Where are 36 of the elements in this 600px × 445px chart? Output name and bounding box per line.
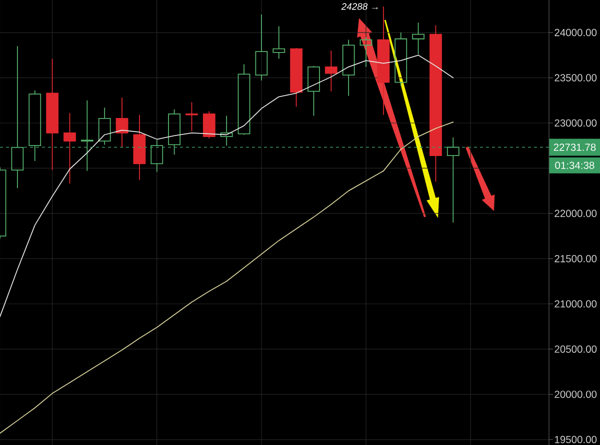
- candlestick: [168, 108, 180, 156]
- candlestick: [186, 102, 198, 132]
- candlestick: [342, 39, 355, 96]
- y-tick-label: 21000.00: [554, 300, 597, 308]
- ref-line-label: 22731.78: [554, 144, 596, 151]
- candlestick: [412, 22, 424, 55]
- candlestick: [324, 50, 338, 92]
- y-tick-label: 22000.00: [554, 210, 597, 218]
- candlestick: [360, 36, 372, 68]
- candlestick: [394, 32, 408, 86]
- candlestick: [116, 97, 128, 148]
- y-tick-label: 23000.00: [554, 119, 597, 127]
- annotation: 24288 →: [341, 3, 378, 10]
- candlestick: [133, 114, 146, 180]
- y-tick-label: 21500.00: [554, 255, 597, 262]
- candlestick: [238, 64, 250, 136]
- candlestick: [80, 100, 94, 172]
- y-tick-label: 20000.00: [554, 390, 597, 398]
- candlestick: [377, 6, 390, 116]
- candlestick: [28, 90, 42, 162]
- text: 01:34:38: [555, 162, 594, 169]
- candlestick: [150, 140, 164, 172]
- y-tick-label: 20500.00: [554, 345, 597, 353]
- candlestick: [430, 24, 442, 182]
- y-tick-label: 24000.00: [554, 28, 597, 36]
- y-tick-label: 19500.00: [554, 436, 597, 444]
- candlestick: [98, 107, 111, 146]
- candlestick: [11, 46, 24, 189]
- y-tick-label: 23500.00: [554, 74, 597, 82]
- candlestick: [46, 58, 58, 170]
- candlestick: [446, 137, 460, 223]
- candlestick: [272, 26, 286, 60]
- candlestick: [64, 112, 76, 184]
- candlestick: [308, 66, 320, 116]
- candlestick: [255, 14, 268, 81]
- candlestick: [220, 115, 233, 146]
